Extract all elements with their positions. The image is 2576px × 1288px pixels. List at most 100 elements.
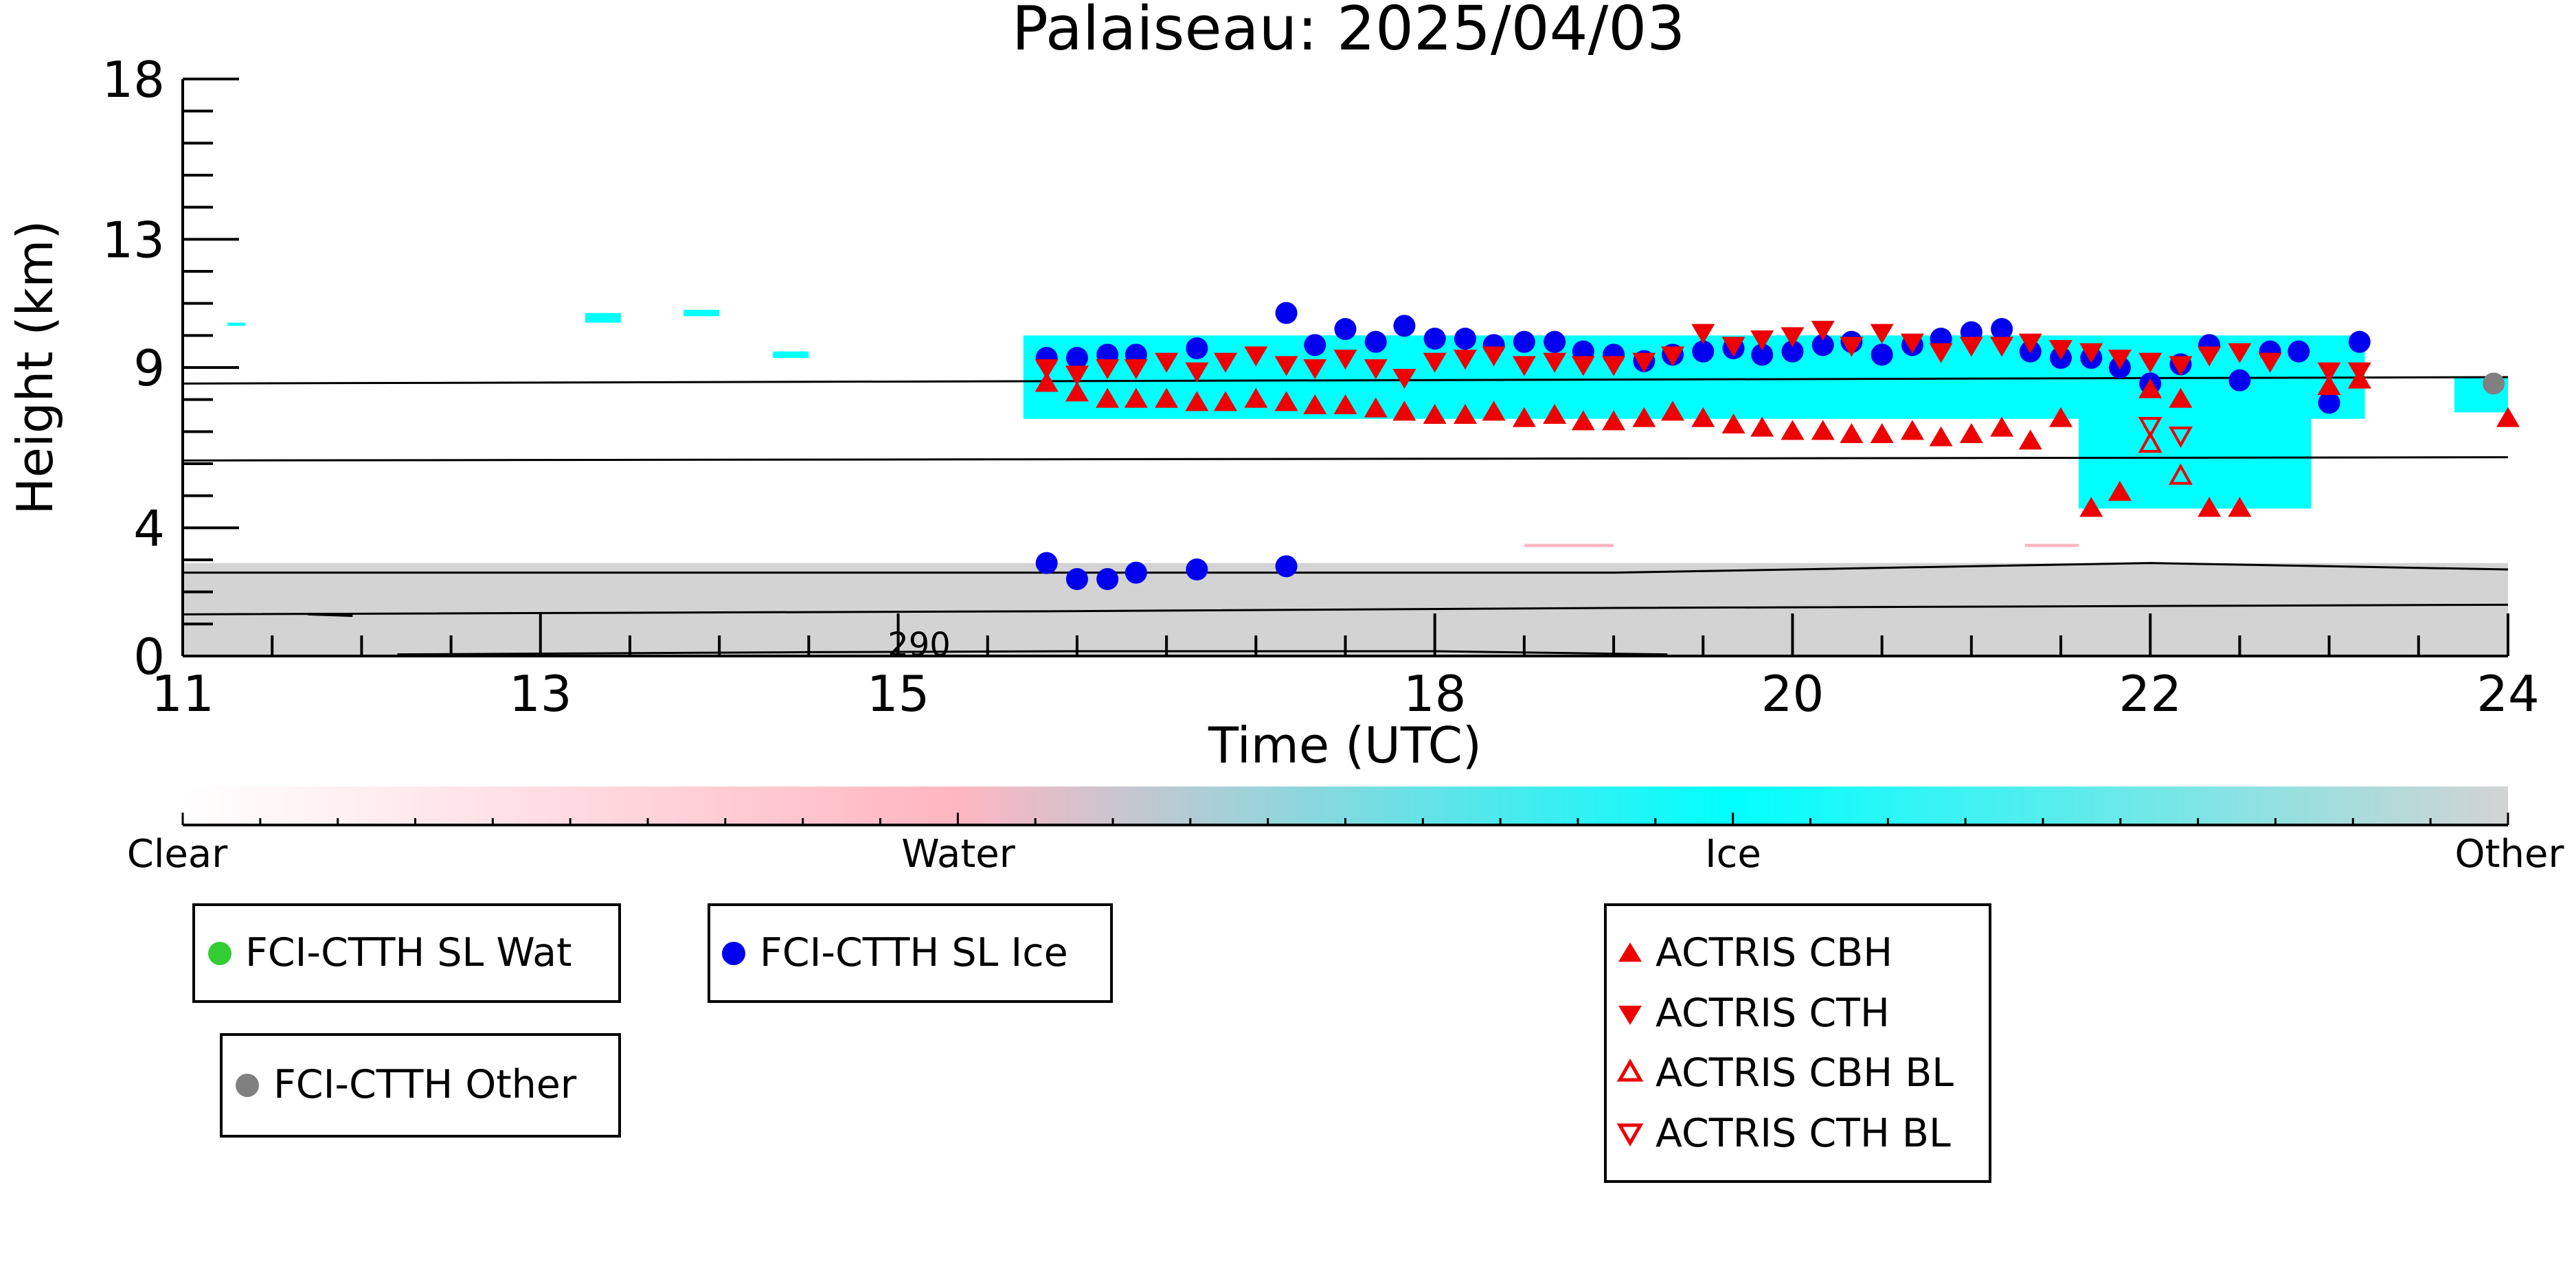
colorbar-label-ice: Ice xyxy=(1705,832,1761,877)
marker-triangle-up xyxy=(2079,497,2103,517)
marker-triangle-up xyxy=(1155,387,1179,408)
marker-circle xyxy=(1393,315,1416,337)
marker-triangle-up xyxy=(2018,429,2042,450)
marker-circle xyxy=(1751,343,1774,366)
legend-label: FCI-CTTH SL Ice xyxy=(760,930,1068,975)
marker-triangle-up xyxy=(2496,407,2520,427)
marker-triangle-down xyxy=(1065,365,1089,386)
marker-circle xyxy=(1186,558,1208,580)
marker-triangle-down xyxy=(2138,352,2162,373)
legend-item-actris-cth-bl: ACTRIS CTH BL xyxy=(1616,1111,1951,1156)
marker-triangle-up xyxy=(2138,378,2162,398)
marker-triangle-down xyxy=(1691,324,1715,344)
marker-triangle-up-open xyxy=(2138,431,2162,453)
marker-triangle-down-open xyxy=(2169,427,2193,449)
legend-item-actris-cbh-bl: ACTRIS CBH BL xyxy=(1616,1050,1954,1096)
cloud-region-water xyxy=(1524,543,1614,547)
legend-item-fci-water: FCI-CTTH SL Wat xyxy=(208,930,572,975)
axes: 0 4 9 13 18 11 13 15 18 20 22 24 xyxy=(102,51,2539,723)
marker-circle xyxy=(1065,568,1088,590)
marker-circle xyxy=(2483,372,2505,395)
marker-triangle-up xyxy=(1811,420,1835,440)
colorbar-label-clear: Clear xyxy=(127,832,228,877)
marker-circle xyxy=(1186,337,1208,359)
marker-triangle-down xyxy=(2197,346,2222,367)
legend-item-actris-cth: ACTRIS CTH xyxy=(1618,991,1890,1036)
marker-triangle-down xyxy=(1155,352,1179,373)
marker-triangle-up xyxy=(1392,400,1416,421)
y-tick-label: 18 xyxy=(102,51,165,109)
marker-triangle-up xyxy=(1661,400,1685,421)
colorbar-label-other: Other xyxy=(2454,832,2564,877)
marker-triangle-down xyxy=(1990,337,2014,357)
marker-triangle-up xyxy=(1274,391,1298,411)
marker-circle xyxy=(1811,334,1834,357)
cloud-region-ice xyxy=(773,351,809,358)
markers xyxy=(1035,302,2520,590)
legend-marker-actris-cth-bl xyxy=(1616,1123,1644,1147)
marker-triangle-down xyxy=(2169,356,2193,376)
marker-triangle-down xyxy=(1632,352,1656,373)
legend-item-fci-other: FCI-CTTH Other xyxy=(236,1062,577,1107)
marker-triangle-up xyxy=(1364,397,1388,418)
marker-circle xyxy=(2348,330,2371,353)
marker-triangle-up xyxy=(2197,497,2222,517)
legend-label: ACTRIS CTH xyxy=(1656,991,1890,1036)
marker-triangle-down xyxy=(1035,359,1059,379)
x-tick-label: 18 xyxy=(1403,665,1467,723)
legend-label: ACTRIS CBH BL xyxy=(1656,1050,1954,1096)
marker-triangle-up xyxy=(1632,407,1656,427)
marker-triangle-down xyxy=(1571,356,1595,376)
marker-triangle-down xyxy=(1214,352,1238,373)
marker-triangle-down xyxy=(1124,359,1148,379)
marker-triangle-up xyxy=(1214,391,1238,411)
y-axis-label: Height (km) xyxy=(6,221,64,515)
marker-triangle-up xyxy=(1035,372,1059,392)
marker-circle xyxy=(1275,555,1298,578)
marker-circle xyxy=(1423,328,1446,350)
marker-circle xyxy=(1334,318,1357,340)
marker-triangle-down xyxy=(2018,333,2042,354)
legend-marker-actris-cbh xyxy=(1618,942,1642,962)
legend-label: FCI-CTTH SL Wat xyxy=(245,930,572,975)
legend-marker-fci-other xyxy=(236,1074,259,1097)
marker-triangle-up xyxy=(1303,394,1327,414)
marker-triangle-down xyxy=(1482,346,1506,367)
marker-triangle-up xyxy=(1900,420,1924,440)
marker-triangle-up xyxy=(1423,404,1447,424)
x-tick-label: 20 xyxy=(1761,665,1824,723)
marker-circle xyxy=(1125,561,1147,584)
x-tick-label: 24 xyxy=(2476,665,2540,723)
marker-circle xyxy=(1065,347,1088,369)
legend-item-fci-ice: FCI-CTTH SL Ice xyxy=(722,930,1068,975)
marker-triangle-down xyxy=(1811,321,1835,341)
marker-triangle-down xyxy=(2347,362,2371,383)
legend-item-actris-cbh: ACTRIS CBH xyxy=(1618,930,1893,975)
y-tick-label: 13 xyxy=(102,211,165,269)
contour-line xyxy=(308,613,353,618)
marker-triangle-up xyxy=(2228,497,2252,517)
legend-label: FCI-CTTH Other xyxy=(273,1062,577,1107)
marker-triangle-up xyxy=(1543,404,1567,424)
colorbar-ticks xyxy=(181,813,2509,826)
marker-triangle-down xyxy=(1512,356,1536,376)
marker-circle xyxy=(2228,369,2251,392)
marker-triangle-up xyxy=(2317,375,2341,395)
marker-triangle-up xyxy=(1482,400,1506,421)
marker-triangle-down xyxy=(1959,337,1983,357)
marker-triangle-down xyxy=(1750,330,1774,350)
legend-marker-fci-water xyxy=(208,942,231,965)
marker-circle xyxy=(1275,302,1298,324)
marker-triangle-up xyxy=(1185,391,1209,411)
marker-triangle-down xyxy=(1543,352,1567,373)
y-tick-label: 0 xyxy=(133,628,165,686)
marker-triangle-down xyxy=(2317,362,2341,383)
marker-triangle-up xyxy=(1691,407,1715,427)
x-axis-label: Time (UTC) xyxy=(1208,716,1482,774)
marker-triangle-down xyxy=(1781,327,1805,348)
marker-triangle-down xyxy=(1900,333,1924,354)
contour-line xyxy=(183,562,2509,574)
y-tick-label: 4 xyxy=(133,499,165,557)
marker-triangle-up xyxy=(1959,423,1983,443)
